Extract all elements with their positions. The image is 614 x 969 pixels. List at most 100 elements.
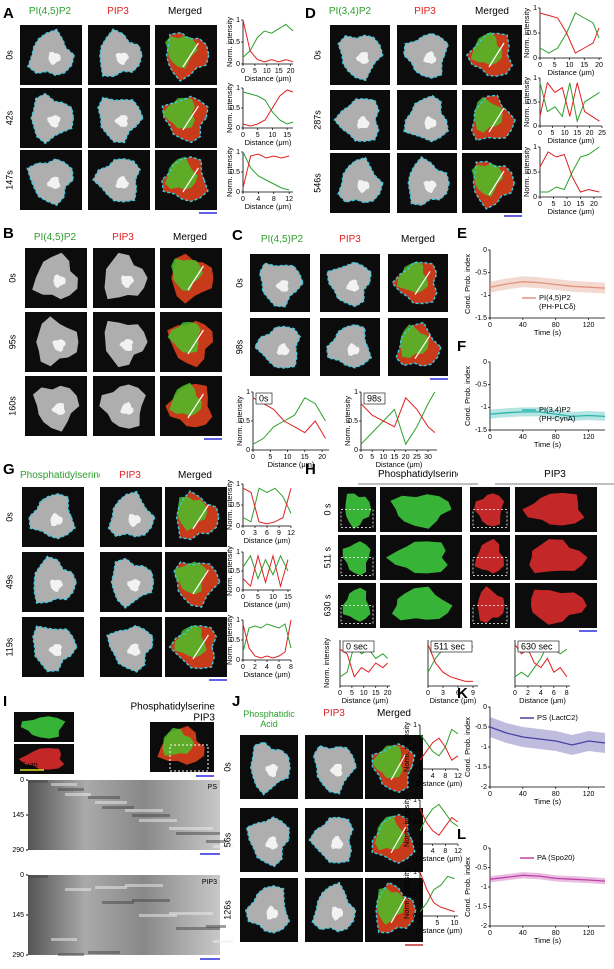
x-axis-label: Distance (μm) bbox=[548, 136, 595, 145]
x-tick-label: 20 bbox=[402, 454, 410, 461]
x-tick-label: 5 bbox=[370, 454, 374, 461]
x-tick-label: 9 bbox=[471, 690, 475, 697]
error-band bbox=[490, 717, 605, 755]
y-tick-label: 0 bbox=[533, 194, 537, 201]
row-label: 546s bbox=[312, 173, 322, 193]
kymo-streak bbox=[58, 788, 84, 791]
cell-outline bbox=[308, 816, 354, 864]
cell-signal-green bbox=[371, 745, 403, 779]
column-header-box: PIP3 bbox=[112, 233, 134, 243]
kymo-label: PS bbox=[208, 784, 218, 791]
x-tick-label: 80 bbox=[552, 322, 560, 329]
x-tick-label: 10 bbox=[566, 62, 574, 69]
plot-label: 0s bbox=[259, 393, 269, 403]
y-tick-label: 0.5 bbox=[527, 169, 537, 176]
y-axis-label: Norm. intensity bbox=[225, 17, 234, 67]
kymo-streak bbox=[51, 783, 77, 786]
column-header: PIP3 bbox=[119, 471, 141, 481]
data-line bbox=[242, 23, 294, 58]
inset-box bbox=[472, 605, 508, 624]
x-tick-label: 0 bbox=[241, 68, 245, 75]
panel-letter: B bbox=[3, 225, 14, 242]
kymo-streak bbox=[65, 888, 91, 891]
y-tick-label: 0.5 bbox=[527, 99, 537, 106]
cell-bright-spot bbox=[50, 512, 63, 527]
cell-outline bbox=[161, 156, 209, 203]
kymo-streak bbox=[102, 901, 134, 904]
x-axis-label: Time (s) bbox=[534, 328, 562, 337]
y-axis-label: Norm. intensity bbox=[402, 869, 411, 919]
data-line bbox=[539, 12, 600, 54]
y-tick-label: 0 bbox=[236, 523, 240, 530]
y-tick-label: 1 bbox=[413, 869, 417, 876]
line-scan bbox=[414, 271, 431, 295]
column-header: PIP3 bbox=[107, 7, 129, 17]
y-axis-label: Cond. Prob. index bbox=[463, 366, 472, 426]
kymo-streak bbox=[169, 827, 213, 830]
kymo-streak bbox=[139, 914, 177, 917]
x-tick-label: 0 bbox=[488, 930, 492, 937]
cell-bright-spot bbox=[47, 176, 61, 189]
cell-outline bbox=[249, 741, 291, 796]
y-tick-label: 0 bbox=[533, 123, 537, 130]
kymo-streak bbox=[139, 819, 177, 822]
cell-bright-spot bbox=[115, 175, 129, 189]
cell-bright-spot bbox=[265, 836, 278, 850]
x-tick-label: 15 bbox=[301, 454, 309, 461]
x-tick-label: 15 bbox=[284, 594, 292, 601]
x-tick-label: 0 bbox=[251, 454, 255, 461]
kymo-streak bbox=[125, 809, 163, 812]
line-scan bbox=[192, 569, 209, 595]
plot-label-box bbox=[517, 640, 560, 653]
x-tick-label: 12 bbox=[454, 773, 462, 780]
panel-letter: J bbox=[232, 693, 240, 710]
cell-bright-spot bbox=[120, 401, 134, 415]
x-tick-label: 8 bbox=[272, 196, 276, 203]
cell-outline bbox=[258, 262, 304, 308]
y-tick-label: 1 bbox=[236, 481, 240, 488]
kymo-streak bbox=[28, 780, 48, 783]
column-header: PIP3 bbox=[193, 713, 215, 724]
x-tick-label: 5 bbox=[550, 130, 554, 137]
cell-outline bbox=[337, 34, 384, 82]
column-header: PIP3 bbox=[544, 470, 566, 480]
column-header: Phosphatidylserine bbox=[378, 470, 458, 480]
y-tick-label: 0.5 bbox=[230, 637, 240, 644]
x-tick-label: 25 bbox=[413, 454, 421, 461]
row-label: 98s bbox=[234, 339, 244, 354]
data-line bbox=[419, 808, 459, 836]
y-tick-label: 0 bbox=[236, 125, 240, 132]
row-label: 95s bbox=[7, 334, 17, 349]
x-tick-label: 5 bbox=[350, 690, 354, 697]
x-tick-label: 5 bbox=[268, 454, 272, 461]
column-header-box: PI(4,5)P2 bbox=[261, 235, 303, 245]
x-tick-label: 0 bbox=[241, 530, 245, 537]
cell-signal-green bbox=[400, 324, 429, 358]
x-tick-label: 0 bbox=[538, 201, 542, 208]
x-tick-label: 30 bbox=[424, 454, 432, 461]
cell-bright-spot bbox=[49, 579, 64, 592]
y-tick-label: 1 bbox=[236, 549, 240, 556]
column-header: Phosphatidylserine bbox=[131, 702, 216, 713]
cell-signal bbox=[345, 493, 372, 529]
row-label: 160s bbox=[7, 396, 17, 416]
cell-bright-spot bbox=[120, 275, 135, 288]
line-scan bbox=[488, 42, 505, 68]
cell-outline bbox=[375, 881, 417, 934]
x-tick-label: 15 bbox=[577, 201, 585, 208]
cell-bright-spot bbox=[331, 906, 344, 921]
y-axis-label: Norm. intensity bbox=[522, 77, 531, 127]
data-line bbox=[419, 728, 459, 757]
column-header-box: PIP3 bbox=[544, 470, 566, 480]
x-axis-label: Distance (μm) bbox=[548, 207, 595, 216]
cell-outline bbox=[337, 156, 384, 204]
y-tick-label: -0.5 bbox=[475, 864, 487, 871]
panel-letter: E bbox=[457, 225, 467, 242]
cell-bright-spot bbox=[48, 51, 61, 66]
plot-label: 630 sec bbox=[521, 641, 553, 651]
x-tick-label: 5 bbox=[435, 920, 439, 927]
x-tick-label: 80 bbox=[552, 930, 560, 937]
y-tick-label: 0 bbox=[483, 359, 487, 366]
y-tick-label: 0 bbox=[413, 766, 417, 773]
cell-bright-spot bbox=[114, 115, 128, 127]
